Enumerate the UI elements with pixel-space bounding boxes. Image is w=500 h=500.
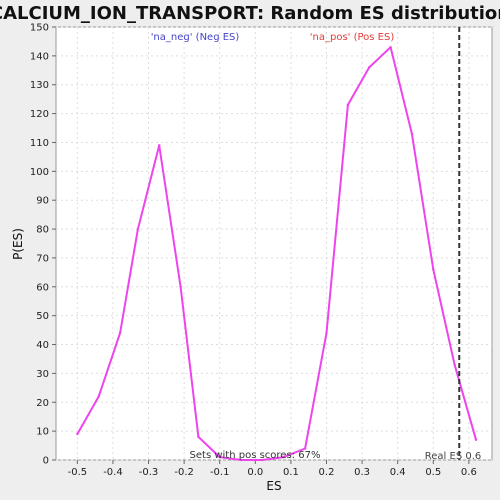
annotations: 'na_neg' (Neg ES) 'na_pos' (Pos ES) Sets w…	[151, 32, 395, 461]
data-point	[239, 458, 243, 462]
x-tick-label: 0.0	[247, 467, 263, 478]
x-tick-label: -0.3	[139, 467, 159, 478]
y-tick-label: 150	[30, 23, 49, 34]
data-point	[261, 458, 264, 462]
data-point	[389, 46, 392, 49]
chart-title: CALCIUM_ION_TRANSPORT: Random ES distrib…	[0, 3, 500, 24]
data-point	[136, 227, 140, 231]
x-axis-ticks: -0.5 -0.4 -0.3 -0.2 -0.1 0.0 0.1 0.2 0.3 0.4 0.5 0.…	[68, 460, 477, 478]
data-point	[197, 435, 200, 439]
x-tick-label: 0.4	[390, 467, 406, 478]
series-line	[76, 46, 477, 461]
y-axis-ticks: 0 10 20 30 40 50 60 70 80 90 100 110 120 130 140 150	[30, 23, 56, 467]
y-tick-label: 140	[30, 51, 49, 62]
y-tick-label: 30	[36, 369, 49, 380]
x-tick-label: 0.6	[461, 467, 477, 478]
x-tick-label: 0.5	[425, 467, 441, 478]
y-tick-label: 50	[36, 311, 49, 322]
y-tick-label: 60	[36, 282, 49, 293]
real-es-marker: Real ES 0.6	[425, 27, 481, 462]
x-tick-label: 0.1	[283, 467, 299, 478]
y-axis-label: P(ES)	[11, 228, 25, 260]
data-point	[325, 331, 328, 335]
y-tick-label: 10	[36, 427, 49, 438]
y-tick-label: 80	[36, 225, 49, 236]
data-point	[453, 363, 456, 366]
y-tick-label: 100	[30, 167, 49, 178]
data-point	[76, 432, 79, 436]
data-point	[118, 331, 122, 335]
annotation-label: 'na_pos' (Pos ES)	[310, 32, 395, 43]
data-point	[432, 268, 435, 271]
data-point	[282, 455, 285, 459]
x-tick-label: -0.1	[210, 467, 230, 478]
y-tick-label: 90	[36, 196, 49, 207]
x-tick-label: 0.3	[354, 467, 370, 478]
annotation-label: Sets with pos scores: 67%	[190, 450, 321, 461]
data-point	[474, 438, 478, 441]
x-tick-label: 0.2	[319, 467, 335, 478]
series-group	[76, 46, 478, 462]
x-tick-label: -0.5	[68, 467, 88, 478]
x-tick-label: -0.2	[174, 467, 194, 478]
y-tick-label: 130	[30, 80, 49, 91]
data-point	[410, 132, 414, 136]
data-point	[179, 285, 182, 288]
y-tick-label: 120	[30, 109, 49, 120]
y-tick-label: 70	[36, 253, 49, 264]
data-point	[303, 447, 307, 450]
y-tick-label: 110	[30, 138, 49, 149]
data-point	[346, 103, 350, 107]
plot-area	[55, 26, 493, 461]
data-point	[158, 144, 161, 147]
real-es-label: Real ES 0.6	[425, 451, 481, 462]
x-axis-label: ES	[266, 479, 281, 493]
data-point	[97, 395, 100, 398]
y-tick-label: 40	[36, 340, 49, 351]
y-tick-label: 0	[43, 456, 49, 467]
x-tick-label: -0.4	[103, 467, 123, 478]
annotation-label: 'na_neg' (Neg ES)	[151, 32, 240, 43]
y-tick-label: 20	[36, 398, 49, 409]
data-point	[218, 455, 221, 459]
data-point	[368, 66, 371, 69]
grid-lines	[56, 26, 492, 461]
